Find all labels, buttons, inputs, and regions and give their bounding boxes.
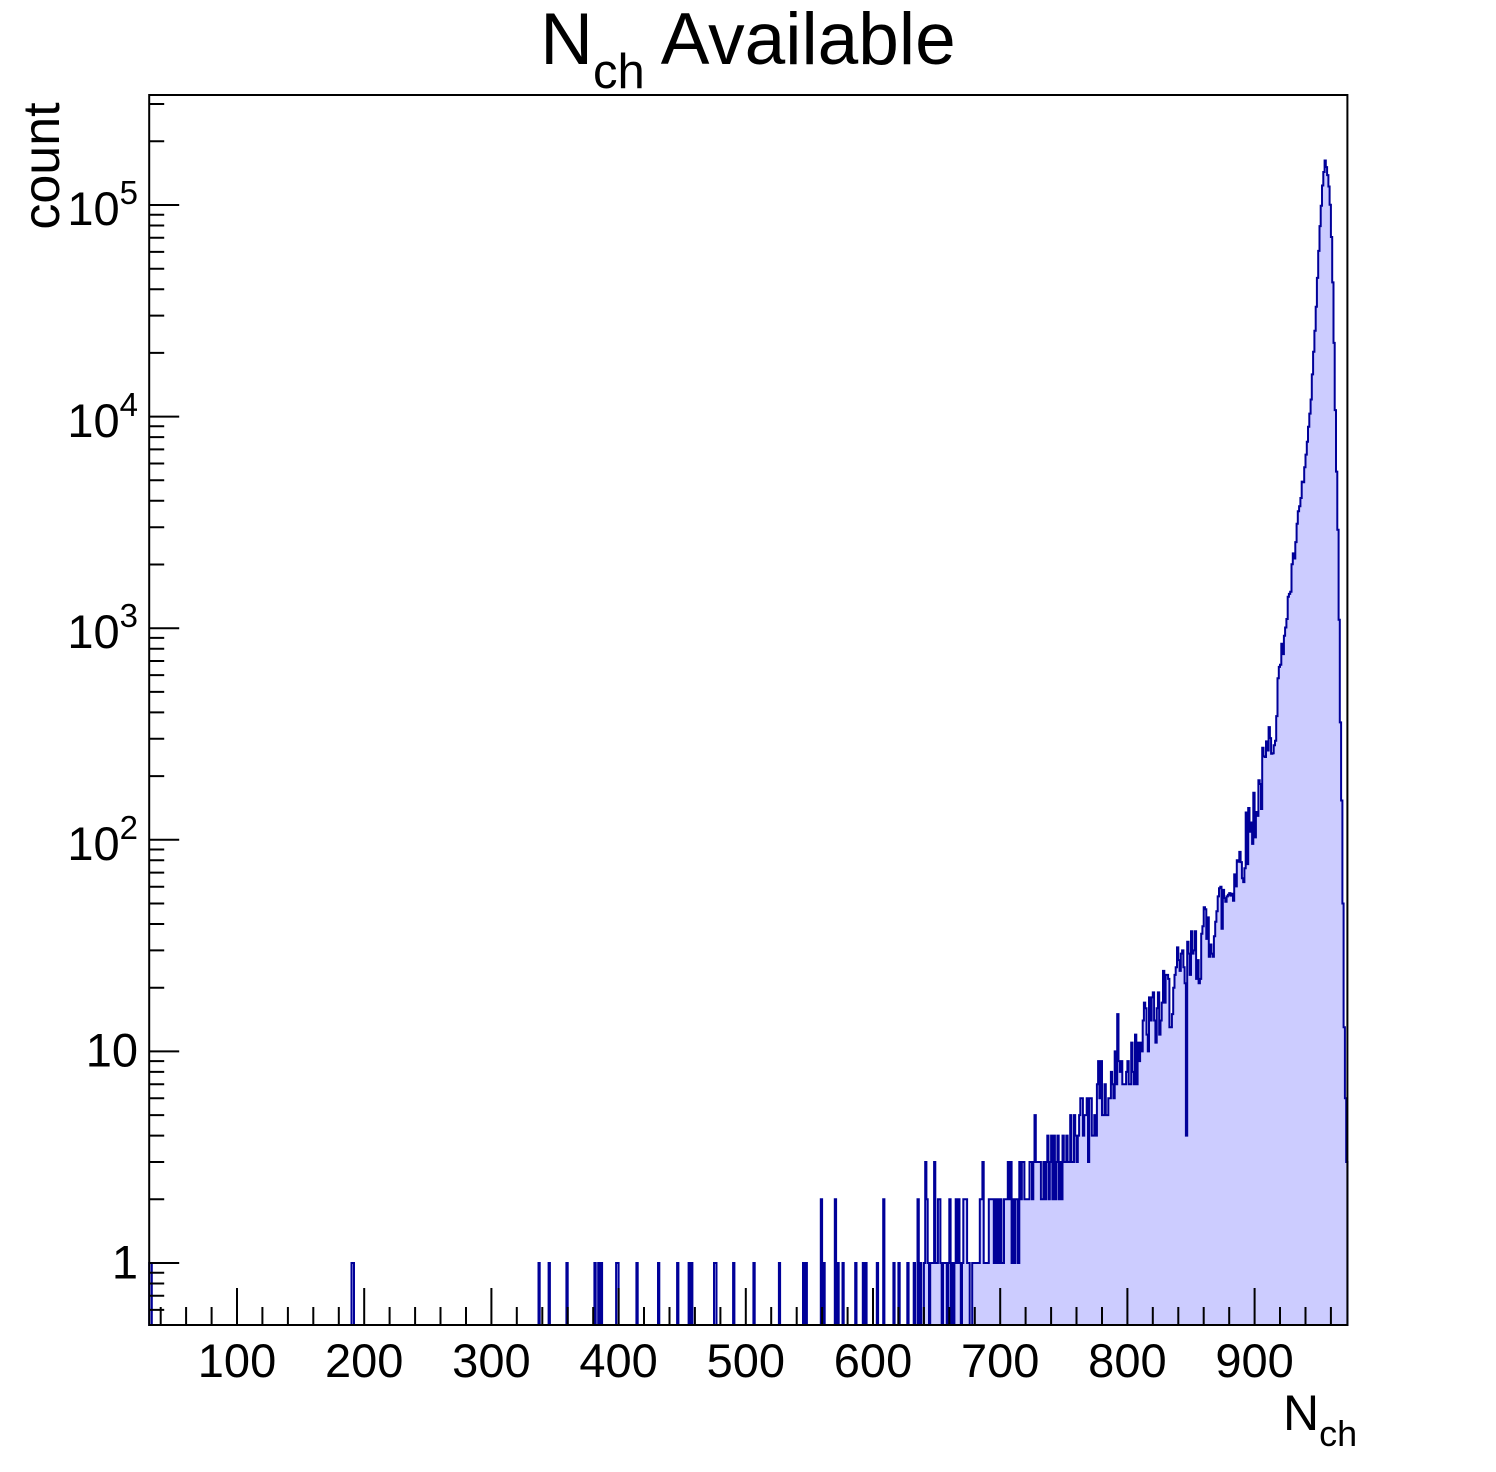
x-tick-label: 800 <box>1088 1334 1167 1387</box>
y-tick-label: 104 <box>67 385 138 447</box>
y-axis-title: count <box>13 102 71 230</box>
x-tick-label: 200 <box>324 1334 404 1387</box>
x-tick-label: 600 <box>833 1334 913 1387</box>
x-tick-label: 100 <box>197 1334 277 1387</box>
y-tick-label: 10 <box>85 1023 138 1077</box>
x-tick-label: 700 <box>960 1334 1040 1387</box>
y-tick-label: 1 <box>111 1235 138 1289</box>
x-tick-label: 300 <box>452 1334 531 1387</box>
y-tick-label: 103 <box>67 597 138 659</box>
plot-frame <box>148 94 1349 1326</box>
x-tick-label: 500 <box>706 1334 786 1387</box>
chart-title: Nch Available <box>540 0 956 99</box>
chart-title-subscript: ch <box>593 45 645 99</box>
histogram-series <box>148 159 1349 1326</box>
y-tick-label: 102 <box>67 808 138 870</box>
x-tick-label: 400 <box>579 1334 658 1387</box>
x-tick-label: 900 <box>1215 1334 1294 1387</box>
x-axis-title-base: N <box>1283 1385 1320 1441</box>
chart-title-suffix: Available <box>660 0 956 80</box>
axis-ticks <box>149 103 1332 1325</box>
y-tick-label: 105 <box>67 173 138 235</box>
x-axis-title-subscript: ch <box>1319 1413 1358 1454</box>
x-axis-title: Nch <box>1283 1384 1357 1455</box>
chart-title-base: N <box>540 0 594 80</box>
